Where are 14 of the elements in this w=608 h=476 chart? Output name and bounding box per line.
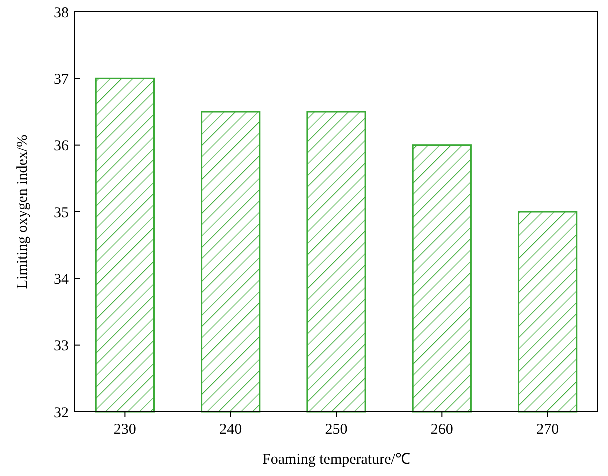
y-tick-label: 33 — [54, 338, 69, 355]
y-tick-label: 36 — [54, 138, 70, 155]
y-tick-label: 37 — [54, 72, 70, 88]
y-tick-label: 38 — [54, 5, 69, 22]
x-tick-label: 230 — [114, 422, 136, 438]
y-axis-title: Limiting oxygen index/% — [15, 134, 31, 290]
x-axis-title: Foaming temperature/℃ — [262, 452, 410, 468]
x-tick-label: 260 — [430, 422, 454, 438]
x-tick-label: 240 — [220, 422, 242, 438]
y-tick-label: 34 — [54, 272, 70, 288]
y-tick-label: 35 — [54, 205, 69, 222]
x-tick-label: 250 — [325, 422, 348, 438]
y-tick-label: 32 — [54, 405, 69, 422]
x-tick-label: 270 — [536, 422, 560, 438]
